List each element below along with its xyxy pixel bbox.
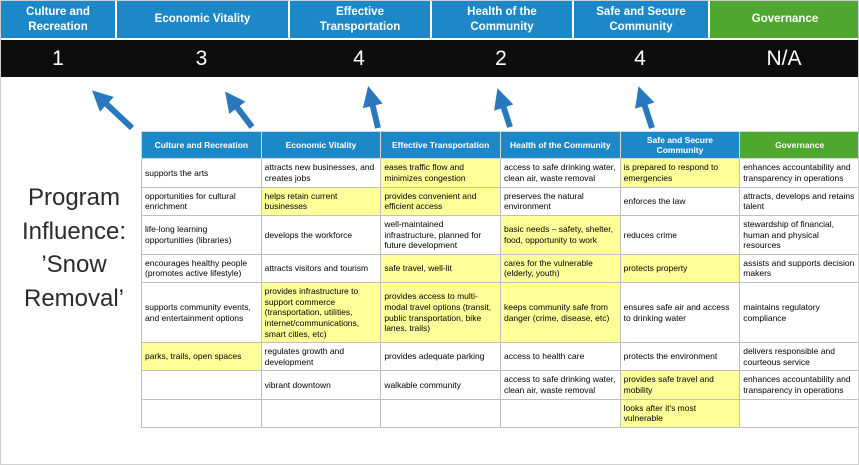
matrix-body: supports the arts attracts new businesses… (141, 158, 858, 428)
pillar-score: 4 (634, 46, 646, 70)
matrix-cell: access to health care (499, 342, 621, 372)
pillar-header: Effective Transportation (288, 1, 430, 38)
matrix-cell: parks, trails, open spaces (141, 342, 262, 372)
matrix-cell: basic needs – safety, shelter, food, opp… (499, 214, 621, 255)
matrix-cell: keeps community safe from danger (crime,… (499, 281, 621, 344)
matrix-cell: enhances accountability and transparency… (739, 158, 858, 188)
up-arrow-icon-4 (494, 88, 514, 128)
matrix-cell: helps retain current businesses (260, 186, 382, 216)
scoreboard-headers: Culture and Recreation Economic Vitality E… (1, 1, 858, 38)
matrix-cell: provides convenient and efficient access (380, 186, 501, 216)
matrix-cell: protects the environment (619, 342, 741, 372)
matrix-cell: safe travel, well-lit (380, 253, 501, 284)
matrix-cell: reduces crime (619, 214, 741, 255)
matrix-column-header: Economic Vitality (260, 130, 382, 160)
matrix-cell: eases traffic flow and minimizes congest… (380, 158, 501, 188)
matrix-cell: ensures safe air and access to drinking … (619, 281, 741, 344)
matrix-cell: assists and supports decision makers (739, 253, 858, 284)
pillar-header: Governance (708, 1, 858, 38)
pillar-score: 1 (52, 46, 64, 70)
pillar-header: Safe and Secure Community (572, 1, 708, 38)
matrix-row: looks after it's most vulnerable (141, 398, 858, 428)
matrix-column-header: Effective Transportation (380, 130, 501, 160)
matrix-row: opportunities for cultural enrichment hel… (141, 186, 858, 216)
matrix-cell (260, 398, 382, 428)
program-title: Program Influence: ’Snow Removal’ (21, 184, 127, 312)
influence-matrix: Culture and Recreation Economic Vitality E… (141, 130, 858, 428)
matrix-cell: attracts, develops and retains talent (739, 186, 858, 216)
pillar-header: Economic Vitality (115, 1, 288, 38)
pillar-score: 3 (195, 46, 208, 70)
matrix-cell: supports the arts (141, 158, 262, 188)
matrix-cell: supports community events, and entertain… (141, 281, 262, 344)
matrix-cell: encourages healthy people (promotes acti… (141, 253, 262, 284)
scoreboard-scores: 1 3 4 2 4 N/A (1, 40, 858, 77)
matrix-cell: regulates growth and development (260, 342, 382, 372)
matrix-cell: stewardship of financial, human and phys… (739, 214, 858, 255)
matrix-column-header: Culture and Recreation (141, 130, 262, 160)
matrix-cell: life-long learning opportunities (librar… (141, 214, 262, 255)
matrix-cell: enhances accountability and transparency… (739, 370, 858, 400)
matrix-cell: enforces the law (619, 186, 741, 216)
pillar-header: Health of the Community (430, 1, 572, 38)
pillar-score: 4 (353, 46, 365, 70)
matrix-row: life-long learning opportunities (librar… (141, 214, 858, 255)
matrix-cell: walkable community (380, 370, 501, 400)
up-arrow-icon-3 (362, 86, 383, 129)
matrix-cell: provides infrastructure to support comme… (260, 281, 382, 344)
matrix-row: vibrant downtown walkable community access… (141, 370, 858, 400)
matrix-cell: protects property (619, 253, 741, 284)
matrix-cell: provides access to multi-modal travel op… (380, 281, 501, 344)
up-arrow-icon-1 (92, 90, 135, 131)
matrix-cell: delivers responsible and courteous servi… (739, 342, 858, 372)
matrix-cell: is prepared to respond to emergencies (619, 158, 741, 188)
matrix-cell: vibrant downtown (260, 370, 382, 400)
matrix-cell: access to safe drinking water, clean air… (499, 158, 621, 188)
matrix-column-header: Safe and Secure Community (619, 130, 741, 160)
matrix-row: supports the arts attracts new businesses… (141, 158, 858, 188)
matrix-row: supports community events, and entertain… (141, 281, 858, 344)
matrix-cell: attracts visitors and tourism (260, 253, 382, 284)
matrix-cell: maintains regulatory compliance (739, 281, 858, 344)
up-arrow-icon-5 (635, 86, 655, 129)
matrix-cell: attracts new businesses, and creates job… (260, 158, 382, 188)
matrix-cell: preserves the natural environment (499, 186, 621, 216)
matrix-row: encourages healthy people (promotes acti… (141, 253, 858, 284)
matrix-column-header: Health of the Community (499, 130, 621, 160)
up-arrow-icon-2 (225, 91, 255, 129)
pillar-score: 2 (495, 46, 507, 70)
matrix-cell: well-maintained infrastructure, planned … (380, 214, 501, 255)
pillar-header: Culture and Recreation (1, 1, 115, 38)
matrix-cell (499, 398, 621, 428)
matrix-cell (739, 398, 858, 428)
matrix-cell: provides adequate parking (380, 342, 501, 372)
matrix-cell: opportunities for cultural enrichment (141, 186, 262, 216)
matrix-cell (141, 398, 262, 428)
matrix-cell: provides safe travel and mobility (619, 370, 741, 400)
matrix-cell (141, 370, 262, 400)
matrix-cell: develops the workforce (260, 214, 382, 255)
matrix-column-header: Governance (739, 130, 858, 160)
matrix-cell: access to safe drinking water, clean air… (499, 370, 621, 400)
matrix-cell: looks after it's most vulnerable (619, 398, 741, 428)
matrix-header-row: Culture and Recreation Economic Vitality E… (141, 130, 858, 160)
matrix-cell (380, 398, 501, 428)
matrix-row: parks, trails, open spaces regulates grow… (141, 342, 858, 372)
pillar-score: N/A (766, 46, 802, 70)
matrix-cell: cares for the vulnerable (elderly, youth… (499, 253, 621, 284)
